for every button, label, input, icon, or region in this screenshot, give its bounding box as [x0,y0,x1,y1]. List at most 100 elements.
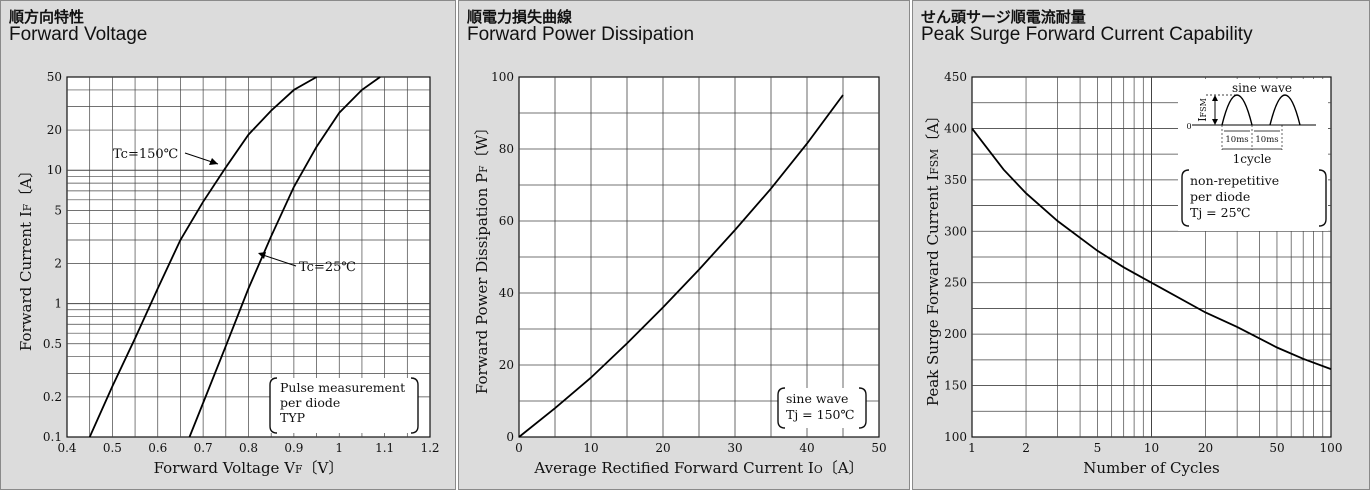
series-arrow-tc25 [259,253,297,267]
interval-label: 10ms [1255,135,1278,145]
y-tick-label: 250 [944,276,967,290]
x-axis-label-unit: 〔A〕 [823,459,864,477]
ifsm-label-text: I [1196,117,1209,121]
ifsm-arrowhead-down [1212,119,1218,125]
x-tick-label: 10 [583,441,598,455]
annotation-line: sine wave [786,391,848,406]
waveform-pulse-1 [1221,94,1253,126]
x-tick-label: 50 [871,441,886,455]
x-tick-label: 1.2 [420,441,439,455]
y-tick-label: 150 [944,379,967,393]
series-arrowhead-tc150 [209,158,218,165]
chart-title-jp: せん頭サージ順電流耐量 [921,8,1086,26]
annotation-line: Pulse measurement [280,380,405,395]
waveform-zero-label: 0 [1186,122,1191,131]
y-axis-label-unit: 〔W〕 [473,120,491,165]
x-axis-label-subscript: F [295,463,303,476]
cycle-label: 1cycle [1233,152,1272,166]
y-tick-label: 450 [944,70,967,84]
series-arrowhead-tc25 [258,252,266,259]
x-tick-label: 20 [1198,441,1213,455]
x-tick-label: 20 [655,441,670,455]
chart-title: Peak Surge Forward Current Capability [921,24,1253,45]
y-tick-label: 60 [499,214,514,228]
annotation-bracket-right [1318,169,1327,227]
y-tick-label: 20 [47,123,62,137]
waveform-label: sine wave [1232,81,1292,95]
x-tick-label: 0.5 [103,441,122,455]
surge-current-chart: 1 2 5 10 20 50 100 100 150 200 250 300 350 400 450 Numb… [924,70,1342,477]
annotation-line: per diode [1190,189,1250,204]
annotation-bracket-left [777,387,786,429]
annotation-bracket-left [1181,169,1190,227]
y-axis-label-text: Forward Current I [17,211,35,351]
y-axis-label-subscript: F [477,165,490,173]
annotation-bg [270,378,418,433]
x-tick-label: 1.1 [375,441,394,455]
annotation-line: Tj = 25℃ [1190,205,1251,220]
chart-title-jp: 順電力損失曲線 [467,8,573,26]
y-axis-label: Forward Current IF〔A〕 [17,163,35,351]
annotation-bracket-left [269,377,278,434]
y-tick-label: 400 [944,121,967,135]
ifsm-arrowhead-up [1212,95,1218,101]
chart-title: Forward Voltage [9,24,148,45]
y-tick-label: 300 [944,224,967,238]
x-tick-label: 10 [1144,441,1159,455]
y-tick-label: 0.1 [43,430,62,444]
x-axis-label-text: Average Rectified Forward Current I [533,459,814,477]
x-tick-label: 1 [335,441,343,455]
annotation-bg [778,388,866,428]
y-tick-label: 2 [54,256,62,270]
waveform-inset: IFSM 0 sine wave 10ms 10ms 1cycle non-repetiti… [1178,79,1328,231]
y-tick-label: 50 [47,70,62,84]
x-tick-label: 5 [1094,441,1102,455]
y-axis-label-unit: 〔A〕 [924,108,942,149]
y-tick-label: 100 [491,70,514,84]
x-tick-label: 2 [1022,441,1030,455]
x-tick-label: 0.9 [284,441,303,455]
x-axis-label: Average Rectified Forward Current IO〔A〕 [533,459,863,477]
x-tick-label: 1 [968,441,976,455]
y-tick-label: 80 [499,142,514,156]
y-tick-label: 40 [499,286,514,300]
annotation-line: Tj = 150℃ [786,407,854,422]
x-tick-label: 0.6 [148,441,167,455]
x-tick-label: 40 [799,441,814,455]
x-axis-label-subscript: O [814,463,823,476]
y-tick-label: 5 [54,203,62,217]
y-axis-label-text: Peak Surge Forward Current I [924,175,942,406]
y-tick-label: 200 [944,327,967,341]
x-tick-label: 0.4 [57,441,76,455]
chart-title-jp: 順方向特性 [9,8,85,26]
x-axis-label-text: Forward Voltage V [154,459,297,477]
series-line-tc150 [88,76,318,438]
series-label-tc25: Tc=25℃ [299,260,356,275]
y-axis-label-text: Forward Power Dissipation P [473,173,491,394]
series-line [971,127,1332,370]
x-tick-label: 30 [727,441,742,455]
annotation-bracket-right [410,377,419,434]
y-axis-label: Forward Power Dissipation PF〔W〕 [473,120,491,394]
y-tick-label: 350 [944,173,967,187]
annotation-bracket-right [858,387,867,429]
x-tick-label: 50 [1269,441,1284,455]
y-axis-label-unit: 〔A〕 [17,163,35,204]
x-tick-label: 0.7 [194,441,213,455]
x-axis-label: Number of Cycles [1083,459,1220,477]
x-tick-label: 0 [515,441,523,455]
y-tick-label: 0 [506,430,514,444]
y-tick-label: 20 [499,358,514,372]
y-axis-label: Peak Surge Forward Current IFSM〔A〕 [924,108,942,406]
series-line [518,94,844,438]
y-axis-label-subscript: FSM [928,149,941,175]
series-label-tc150: Tc=150℃ [113,147,178,162]
y-tick-label: 100 [944,430,967,444]
annotation-line: TYP [280,410,305,425]
forward-voltage-chart: 0.4 0.5 0.6 0.7 0.8 0.9 1 1.1 1.2 0.1 0.2 0.5 1 2 5 10 2… [17,70,440,477]
x-axis-label-unit: 〔V〕 [303,459,344,477]
interval-label: 10ms [1225,135,1248,145]
x-tick-label: 0.8 [239,441,258,455]
x-tick-label: 100 [1320,441,1343,455]
